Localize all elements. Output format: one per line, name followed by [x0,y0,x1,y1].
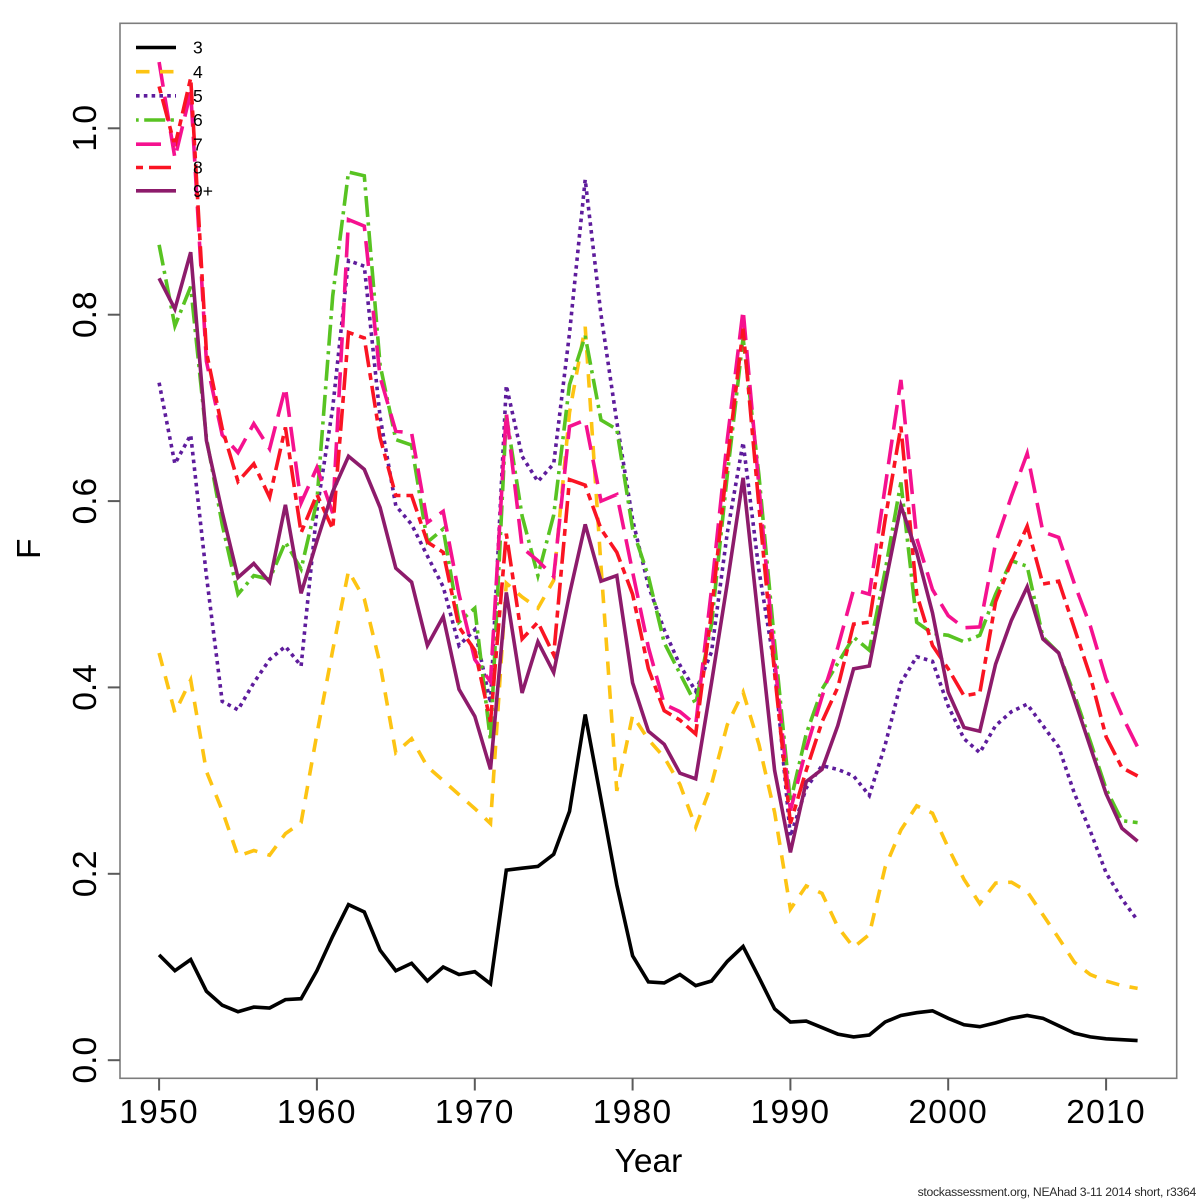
svg-text:0.2: 0.2 [67,851,104,898]
svg-text:2010: 2010 [1066,1094,1146,1131]
svg-text:0.0: 0.0 [67,1037,104,1084]
svg-text:1990: 1990 [751,1094,831,1131]
svg-text:4: 4 [193,62,203,82]
svg-text:3: 3 [193,38,203,58]
svg-text:8: 8 [193,158,203,178]
svg-text:Year: Year [615,1143,683,1180]
svg-text:1.0: 1.0 [67,105,104,152]
svg-text:F: F [11,539,48,559]
svg-text:6: 6 [193,110,203,130]
svg-text:7: 7 [193,134,203,154]
svg-text:5: 5 [193,86,203,106]
svg-text:1980: 1980 [593,1094,673,1131]
svg-text:1950: 1950 [119,1094,199,1131]
svg-text:0.6: 0.6 [67,478,104,525]
svg-text:2000: 2000 [908,1094,988,1131]
svg-text:0.8: 0.8 [67,291,104,338]
svg-text:1970: 1970 [435,1094,515,1131]
svg-text:9+: 9+ [193,181,213,201]
svg-text:0.4: 0.4 [67,664,104,711]
svg-text:stockassessment.org, NEAhad 3-: stockassessment.org, NEAhad 3-11 2014 sh… [918,1185,1197,1199]
svg-text:1960: 1960 [277,1094,357,1131]
